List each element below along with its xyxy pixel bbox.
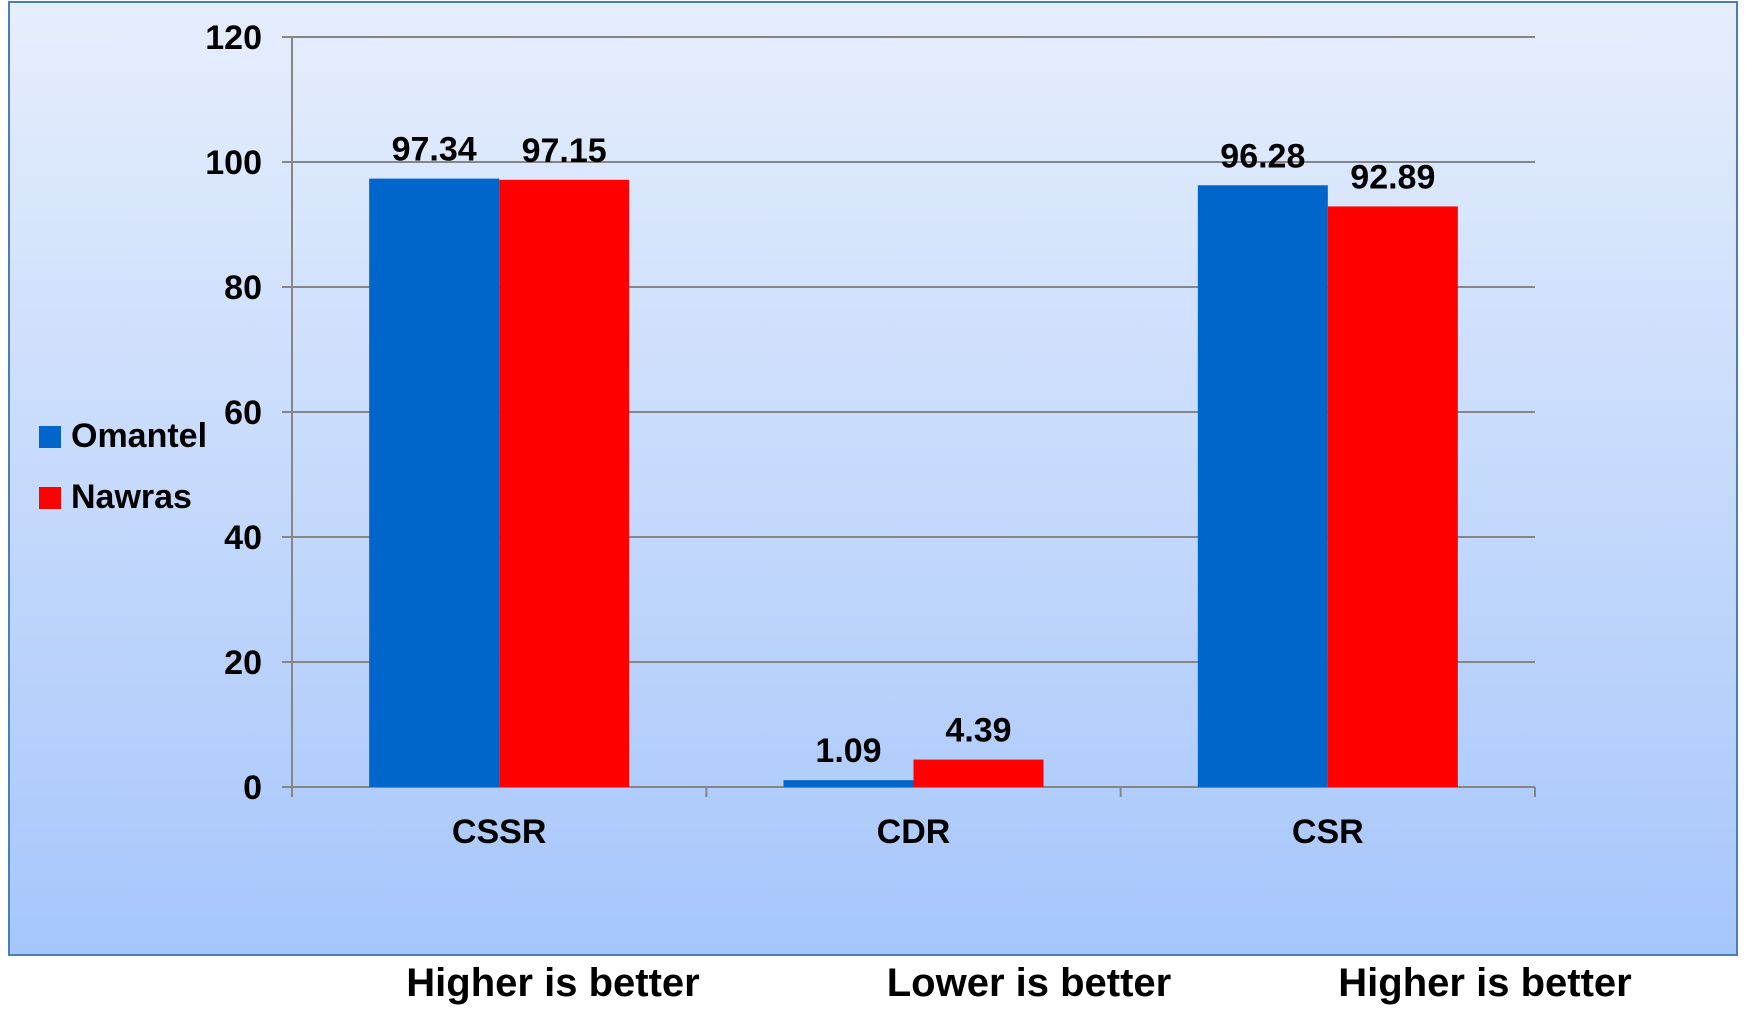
legend-swatch [39,487,61,509]
legend: Omantel Nawras [39,417,207,516]
y-tick-label: 100 [205,144,262,182]
bar-nawras-cssr [499,179,630,787]
note-label: Higher is better [1338,961,1631,1005]
x-category-label: CSR [1292,813,1364,851]
legend-label: Omantel [71,417,207,455]
y-tick-label: 20 [224,644,262,682]
bar-omantel-cssr [369,178,500,787]
x-category-label: CDR [877,813,951,851]
bar-omantel-cdr [783,780,914,787]
x-category-label: CSSR [452,813,546,851]
data-labels: 97.34 97.15 1.09 4.39 96.28 92.89 [392,131,1436,771]
data-label: 92.89 [1350,158,1435,196]
legend-label: Nawras [71,478,192,516]
plot-background [8,1,1738,956]
bar-omantel-csr [1197,185,1328,787]
notes: Higher is better Lower is better Higher is… [406,961,1631,1005]
axes: 0 20 40 60 80 100 120 CSSR CDR CSR [205,19,1536,851]
y-tick-label: 80 [224,269,262,307]
y-tick-label: 120 [205,19,262,57]
data-label: 96.28 [1220,137,1305,175]
note-label: Higher is better [406,961,699,1005]
bar-nawras-csr [1327,206,1458,787]
legend-swatch [39,426,61,448]
y-tick-label: 60 [224,394,262,432]
note-label: Lower is better [887,961,1172,1005]
bar-nawras-cdr [913,759,1044,787]
data-label: 97.15 [522,132,607,170]
y-tick-label: 40 [224,519,262,557]
data-label: 1.09 [815,732,881,770]
bars [369,178,1458,787]
data-label: 97.34 [392,131,477,169]
y-tick-label: 0 [243,769,262,807]
data-label: 4.39 [945,712,1011,750]
